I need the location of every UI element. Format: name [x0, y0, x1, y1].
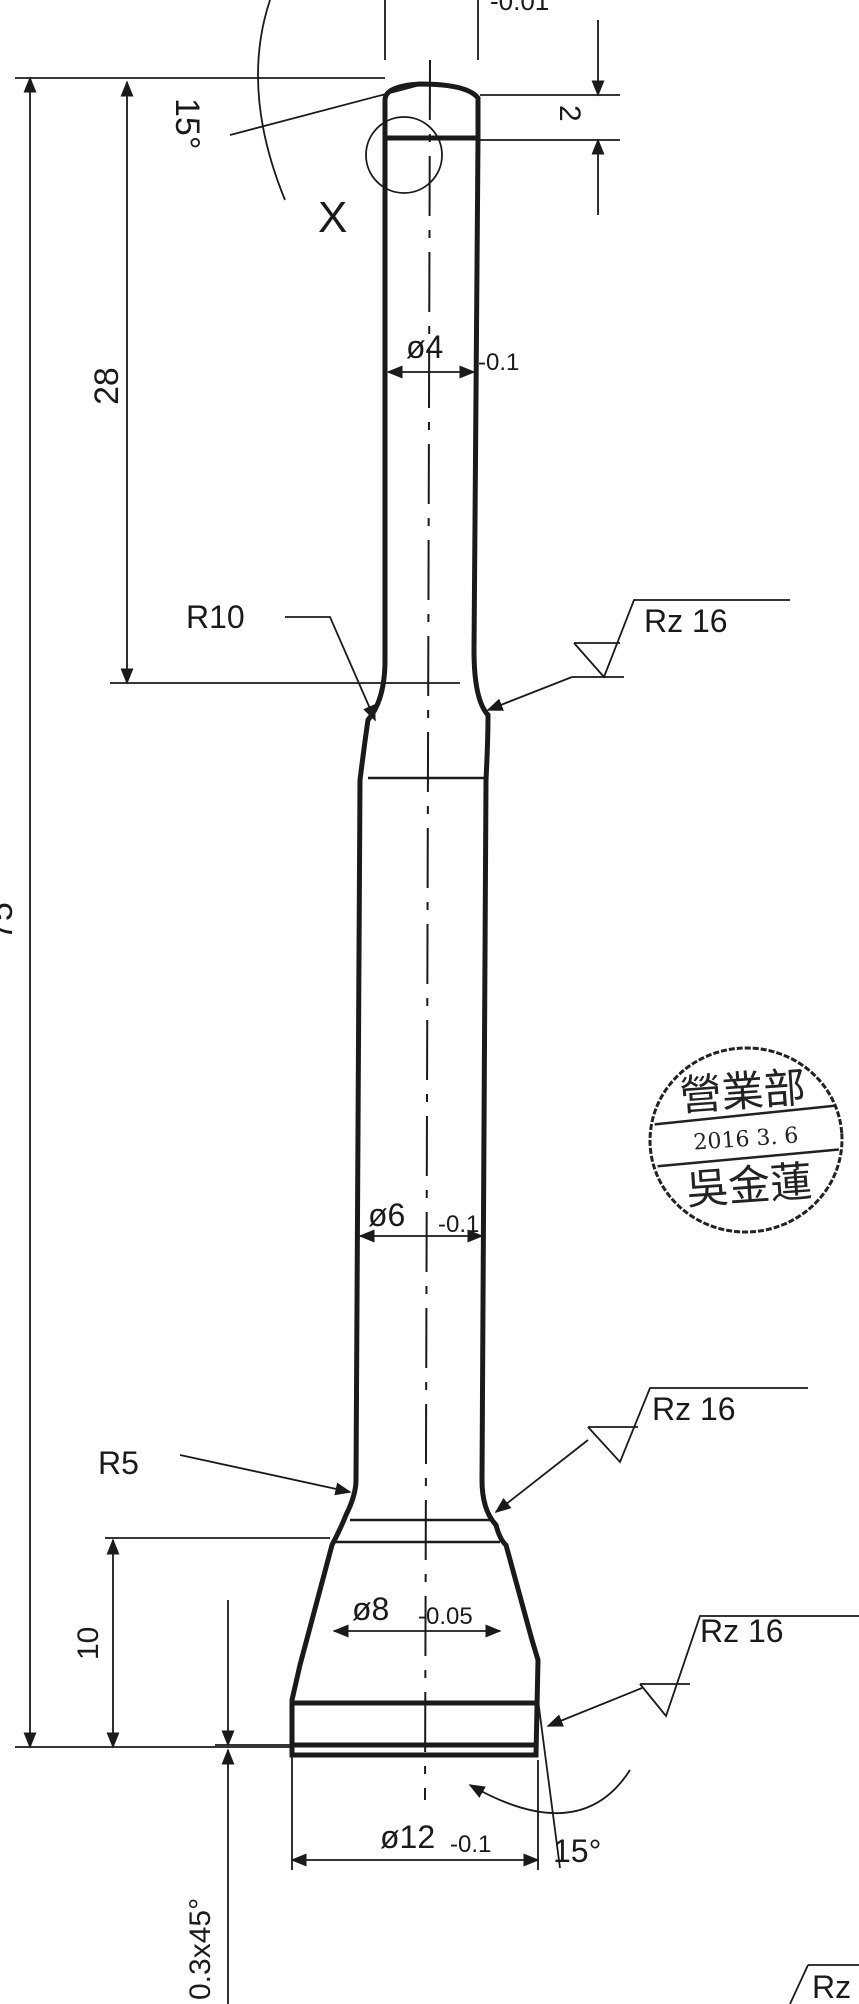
roughness-4-label: Rz — [812, 1969, 851, 2004]
overall-length-label: 75 — [0, 902, 20, 940]
stamp-dept: 營業部 — [678, 1063, 807, 1121]
dia-4-tol: -0.1 — [478, 349, 519, 376]
dia-8-dim: ø8 -0.05 — [332, 1591, 502, 1638]
dia-12-tol: -0.1 — [450, 1831, 491, 1858]
dim-28: 28 — [88, 80, 460, 685]
dim-10: 10 — [72, 1537, 330, 1749]
chamfer-label: 0.3x45° — [184, 1898, 217, 2000]
radius-5-dim: R5 — [98, 1445, 352, 1496]
angle-bottom-label: 15° — [553, 1833, 601, 1869]
roughness-1-label: Rz 16 — [644, 603, 728, 639]
dia-12-dim: ø12 -0.1 — [290, 1755, 540, 1870]
roughness-4: Rz — [789, 1964, 859, 2004]
chamfer-dim: 0.3x45° — [184, 1600, 295, 2004]
dim-10-label: 10 — [72, 1627, 105, 1660]
stamp-date: 2016 3. 6 — [693, 1123, 799, 1155]
detail-marker: X — [318, 116, 443, 242]
dia-8-tol: -0.05 — [418, 1603, 473, 1630]
roughness-3-label: Rz 16 — [700, 1613, 784, 1649]
tip-height-label: 2 — [553, 105, 586, 122]
angle-bottom-dim: 15° — [468, 1699, 631, 1869]
dia-6-tol: -0.1 — [438, 1211, 479, 1238]
radius-10-dim: R10 — [186, 599, 376, 722]
top-width-tol: -0.01 — [490, 0, 549, 16]
roughness-2-label: Rz 16 — [652, 1391, 736, 1427]
overall-length-dim: 75 — [0, 76, 385, 1749]
dia-6-label: ø6 — [368, 1197, 405, 1233]
angle-top-dim: 15° — [168, 0, 421, 201]
detail-label: X — [318, 193, 347, 242]
tip-height-dim: 2 — [480, 20, 620, 215]
roughness-3: Rz 16 — [546, 1613, 859, 1727]
dia-12-label: ø12 — [380, 1819, 435, 1855]
dia-6-dim: ø6 -0.1 — [358, 1197, 484, 1243]
dim-28-label: 28 — [88, 367, 126, 405]
radius-10-label: R10 — [186, 599, 245, 635]
top-width-dim: -0.01 — [384, 0, 549, 60]
center-line — [424, 59, 431, 1801]
approval-stamp: 營業部 2016 3. 6 吳金蓮 — [648, 1046, 844, 1234]
roughness-2: Rz 16 — [494, 1387, 808, 1513]
angle-top-label: 15° — [168, 98, 206, 149]
part-outline — [289, 81, 541, 1758]
roughness-1: Rz 16 — [486, 599, 790, 711]
radius-5-label: R5 — [98, 1445, 139, 1481]
dia-8-label: ø8 — [352, 1591, 389, 1627]
dia-4-label: ø4 — [406, 329, 443, 365]
stamp-name: 吳金蓮 — [685, 1157, 814, 1215]
dia-4-dim: ø4 -0.1 — [386, 329, 519, 379]
